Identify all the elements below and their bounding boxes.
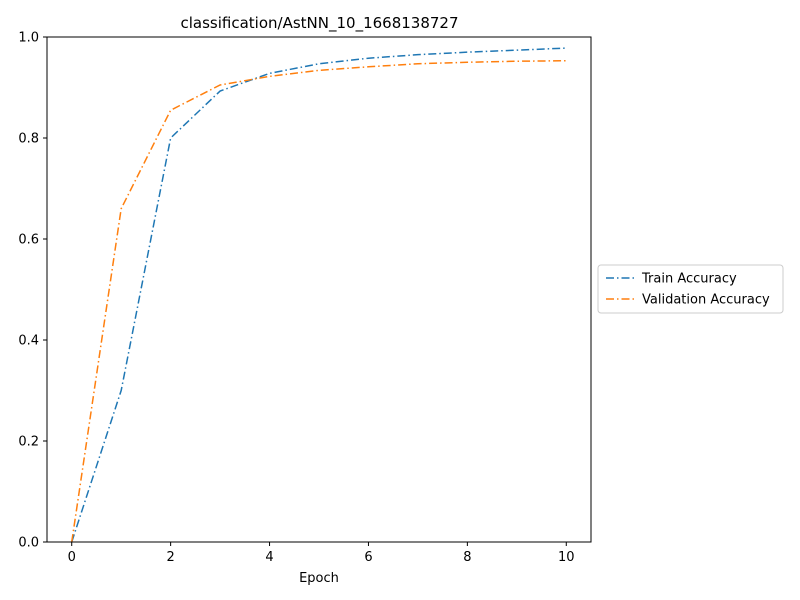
x-tick-label: 4 <box>265 550 273 565</box>
y-tick-label: 0.8 <box>18 132 39 147</box>
x-tick-label: 10 <box>558 550 575 565</box>
plot-frame <box>46 36 592 543</box>
x-axis-label: Epoch <box>299 571 339 586</box>
series-line-1 <box>71 47 567 543</box>
legend-label-2: Validation Accuracy <box>642 293 770 308</box>
legend-box <box>597 264 784 314</box>
legend: Train Accuracy Validation Accuracy <box>597 264 784 314</box>
series-line-2 <box>70 59 567 543</box>
y-tick-label: 0.4 <box>18 334 39 349</box>
y-axis: 0.0 0.2 0.4 0.6 0.8 1.0 <box>18 31 47 551</box>
chart-title: classification/AstNN_10_1668138727 <box>181 14 459 33</box>
y-tick-label: 0.2 <box>18 435 39 450</box>
series-layer <box>70 47 567 543</box>
x-tick-label: 8 <box>463 550 471 565</box>
y-tick-label: 0.0 <box>18 536 39 551</box>
x-tick-label: 0 <box>68 550 76 565</box>
x-tick-label: 2 <box>166 550 174 565</box>
y-tick-label: 1.0 <box>18 31 39 46</box>
x-axis: 0 2 4 6 8 10 <box>68 542 575 565</box>
legend-label-1: Train Accuracy <box>641 272 737 287</box>
x-tick-label: 6 <box>364 550 372 565</box>
y-tick-label: 0.6 <box>18 233 39 248</box>
